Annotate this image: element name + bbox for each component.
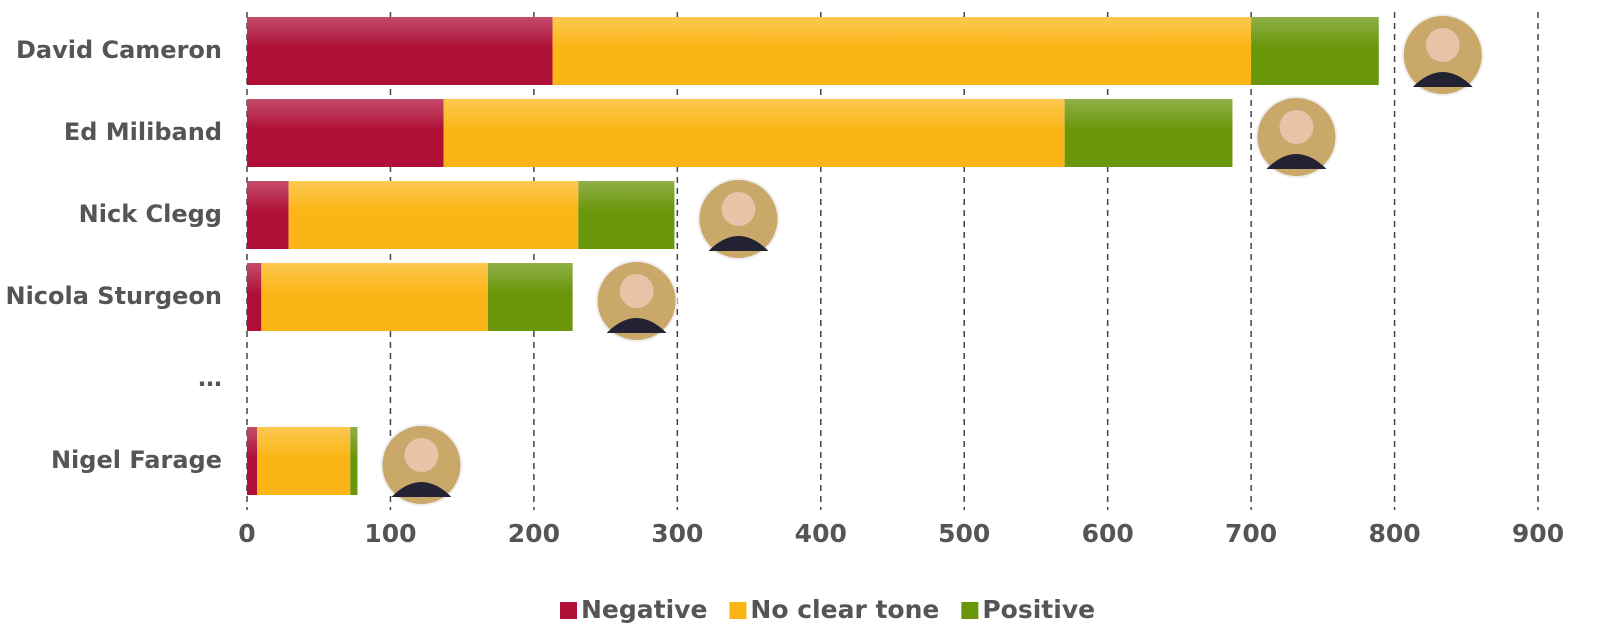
bar-segment bbox=[261, 263, 488, 331]
legend-swatch bbox=[961, 602, 979, 619]
bar-segment bbox=[552, 17, 1252, 85]
bar-segment bbox=[487, 263, 573, 331]
bar-segment bbox=[1251, 17, 1379, 85]
bar-segment bbox=[247, 181, 289, 249]
x-tick-label: 700 bbox=[1225, 519, 1277, 548]
portrait-face bbox=[721, 192, 756, 226]
y-tick-label: Nigel Farage bbox=[51, 446, 222, 474]
bar-segment bbox=[350, 427, 358, 495]
legend: Negative No clear tone Positive bbox=[560, 595, 1095, 624]
x-tick-label: 100 bbox=[364, 519, 416, 548]
bar-segment bbox=[247, 263, 262, 331]
portrait-suit bbox=[606, 318, 667, 333]
y-tick-label: Ed Miliband bbox=[64, 118, 222, 146]
x-tick-label: 500 bbox=[938, 519, 990, 548]
legend-swatch bbox=[729, 602, 747, 619]
portrait-suit bbox=[1266, 154, 1327, 169]
x-tick-label: 800 bbox=[1368, 519, 1420, 548]
bar-segment bbox=[443, 99, 1065, 167]
legend-label: No clear tone bbox=[750, 595, 939, 624]
y-tick-label: David Cameron bbox=[16, 36, 222, 64]
labels: 0 100 200 300 400 500 600 700 800 900 David Camero… bbox=[5, 36, 1564, 548]
x-tick-label: 300 bbox=[651, 519, 703, 548]
portrait-face bbox=[1279, 110, 1314, 144]
x-tick-label: 400 bbox=[795, 519, 847, 548]
portrait-suit bbox=[1412, 72, 1473, 87]
legend-swatch bbox=[560, 602, 577, 619]
portrait-face bbox=[404, 438, 439, 472]
portrait-face bbox=[619, 274, 654, 308]
y-tick-label: Nicola Sturgeon bbox=[5, 282, 222, 310]
legend-label: Negative bbox=[581, 595, 707, 624]
bar-segment bbox=[1064, 99, 1233, 167]
y-tick-label: Nick Clegg bbox=[79, 200, 222, 228]
bar-segment bbox=[247, 99, 444, 167]
portrait-suit bbox=[391, 482, 452, 497]
x-tick-label: 600 bbox=[1082, 519, 1134, 548]
bars bbox=[247, 14, 1484, 506]
y-tick-label: … bbox=[198, 364, 222, 392]
portrait-suit bbox=[708, 236, 769, 251]
bar-segment bbox=[578, 181, 675, 249]
portrait-face bbox=[1425, 28, 1460, 62]
x-tick-label: 200 bbox=[508, 519, 560, 548]
bar-segment bbox=[247, 427, 258, 495]
bar-segment bbox=[247, 17, 553, 85]
x-tick-label: 900 bbox=[1512, 519, 1564, 548]
x-tick-label: 0 bbox=[238, 519, 255, 548]
bar-segment bbox=[288, 181, 579, 249]
legend-label: Positive bbox=[982, 595, 1095, 624]
bar-segment bbox=[257, 427, 351, 495]
